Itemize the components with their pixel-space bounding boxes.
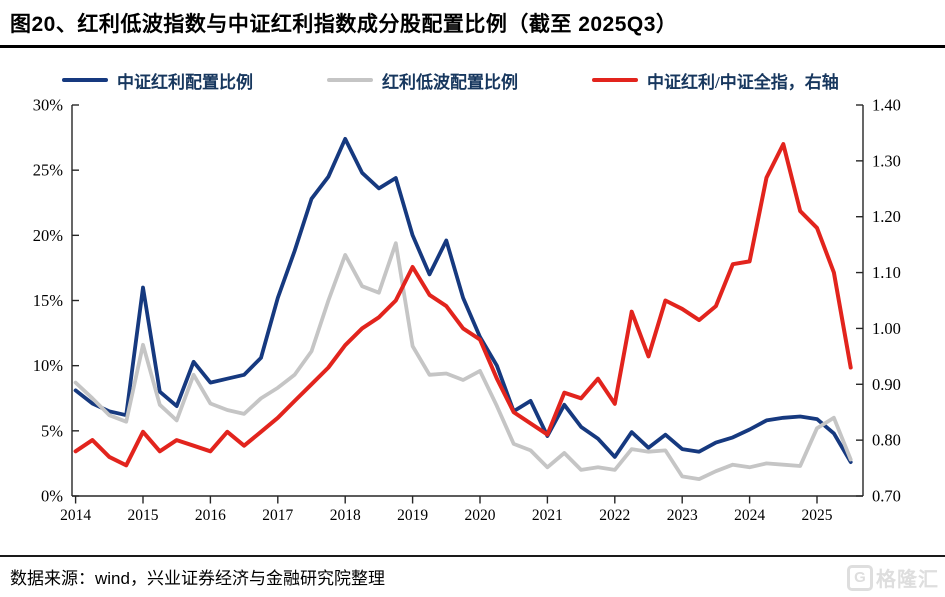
x-axis-tick-label: 2021 — [532, 507, 563, 524]
right-axis-tick-label: 0.80 — [872, 431, 901, 450]
left-axis-tick-label: 20% — [33, 226, 64, 245]
x-axis-tick-label: 2022 — [599, 507, 630, 524]
x-axis-tick-label: 2025 — [802, 507, 833, 524]
right-axis-tick-label: 0.70 — [872, 487, 901, 506]
footer-divider — [0, 555, 945, 557]
left-axis-tick-label: 10% — [33, 356, 64, 375]
gelonghui-logo-icon: G — [847, 564, 873, 591]
series-line-2 — [73, 142, 853, 468]
chart-title: 图20、红利低波指数与中证红利指数成分股配置比例（截至 2025Q3） — [10, 13, 678, 36]
line-chart: 0% 5% 10% 15% 20% 25% 30% 0.70 0.80 0.90 1.00 1.10 1… — [33, 96, 901, 525]
legend-swatch-navy — [62, 78, 108, 82]
right-axis-tick-label: 1.00 — [872, 319, 901, 338]
legend-swatch-gray — [327, 78, 373, 82]
legend-item-ratio: 中证红利/中证全指，右轴 — [592, 70, 839, 92]
data-source-note: 数据来源：wind，兴业证券经济与金融研究院整理 — [10, 569, 385, 588]
x-axis-tick-label: 2017 — [262, 507, 293, 524]
left-axis-tick-label: 15% — [33, 291, 64, 310]
x-axis-tick-label: 2014 — [60, 507, 91, 524]
legend-label: 中证红利/中证全指，右轴 — [647, 72, 839, 92]
legend-label: 红利低波配置比例 — [382, 72, 518, 92]
right-axis-tick-label: 1.10 — [872, 263, 901, 282]
x-axis-tick-label: 2023 — [667, 507, 698, 524]
left-axis-tick-label: 25% — [33, 161, 64, 180]
legend-swatch-red — [592, 78, 638, 82]
legend-item-lowvol: 红利低波配置比例 — [327, 70, 518, 92]
series-line-1 — [73, 241, 853, 482]
right-axis-tick-label: 1.20 — [872, 207, 901, 226]
x-axis-tick-label: 2019 — [397, 507, 428, 524]
x-axis-tick-label: 2020 — [465, 507, 496, 524]
series-line-0 — [73, 136, 853, 465]
gelonghui-watermark: G 格隆汇 — [847, 563, 939, 592]
left-axis-tick-label: 5% — [41, 421, 63, 440]
legend-label: 中证红利配置比例 — [117, 72, 253, 92]
left-axis-tick-label: 0% — [41, 487, 63, 506]
gelonghui-logo-text: 格隆汇 — [876, 569, 939, 591]
x-axis-tick-label: 2015 — [128, 507, 159, 524]
legend-item-csi-dividend: 中证红利配置比例 — [62, 70, 253, 92]
title-divider — [0, 45, 945, 48]
left-axis-tick-label: 30% — [33, 96, 64, 115]
right-axis-tick-label: 1.30 — [872, 151, 901, 170]
x-axis-tick-label: 2024 — [734, 507, 765, 524]
x-axis-tick-label: 2016 — [195, 507, 226, 524]
x-axis-tick-label: 2018 — [330, 507, 361, 524]
right-axis-tick-label: 1.40 — [872, 96, 901, 115]
right-axis-tick-label: 0.90 — [872, 375, 901, 394]
